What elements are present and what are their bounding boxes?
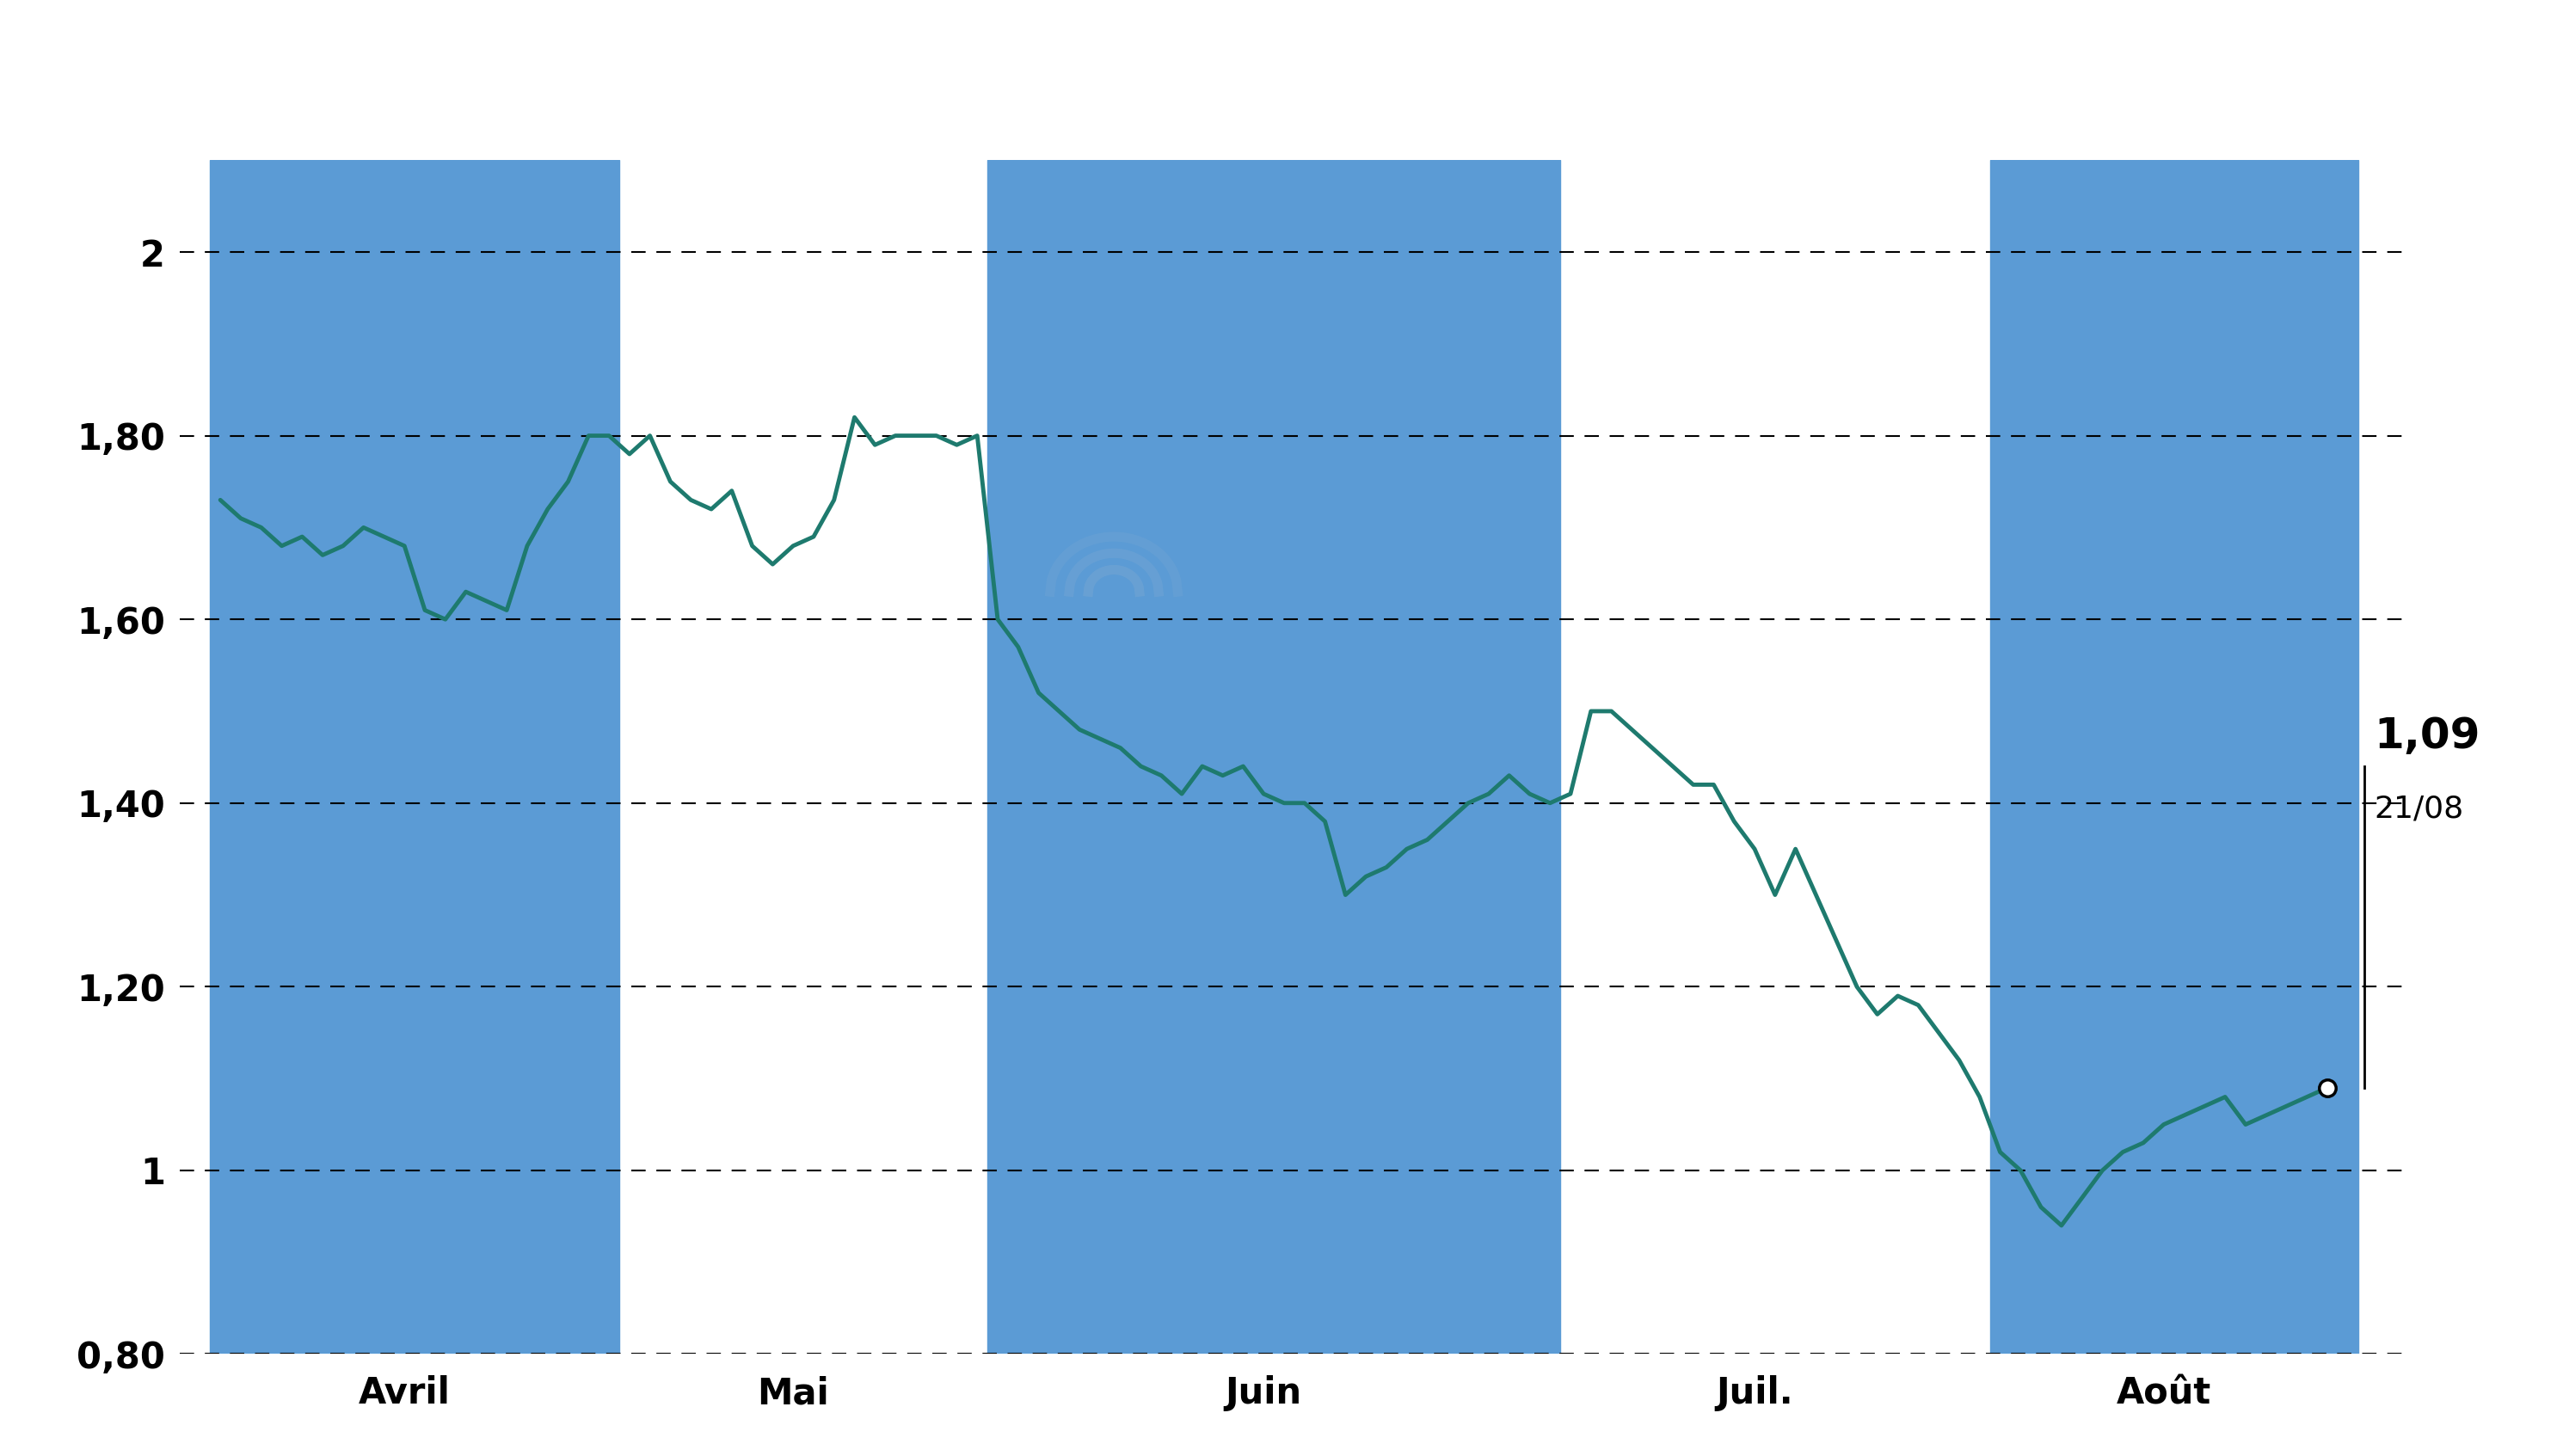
- Bar: [210, 160, 620, 1354]
- Text: Ur-Energy Inc.: Ur-Energy Inc.: [1002, 26, 1561, 93]
- Text: 1,09: 1,09: [2373, 716, 2481, 757]
- Text: 21/08: 21/08: [2373, 794, 2463, 823]
- Bar: [987, 160, 1561, 1354]
- Bar: [1989, 160, 2358, 1354]
